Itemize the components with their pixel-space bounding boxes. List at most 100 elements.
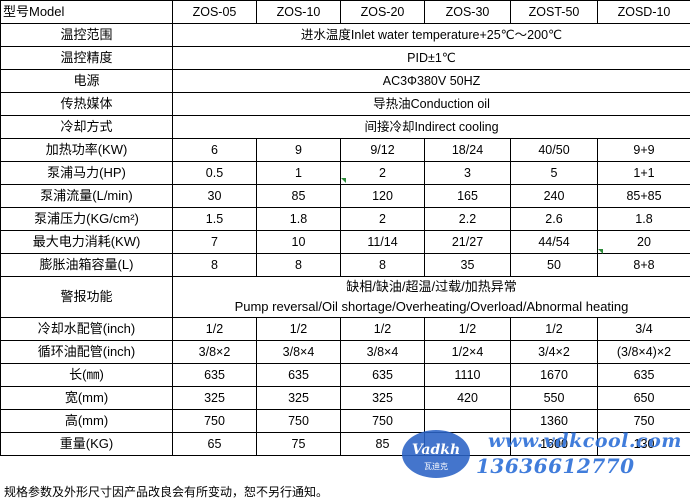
- spec-value: 325: [256, 386, 341, 410]
- row-label: 温控范围: [0, 23, 173, 47]
- spec-value: 3/8×2: [172, 340, 257, 364]
- merged-value: PID±1℃: [172, 46, 690, 70]
- spec-value: 635: [597, 363, 690, 387]
- spec-value: 8: [340, 253, 425, 277]
- row-label: 加热功率(KW): [0, 138, 173, 162]
- spec-value: 1.5: [172, 207, 257, 231]
- row-label: 泵浦压力(KG/cm²): [0, 207, 173, 231]
- row-label: 高(mm): [0, 409, 173, 433]
- spec-value: 3/4: [597, 317, 690, 341]
- spec-table: 型号Model ZOS-05 ZOS-10 ZOS-20 ZOS-30 ZOST…: [0, 0, 690, 456]
- spec-value: 30: [172, 184, 257, 208]
- row-label: 泵浦流量(L/min): [0, 184, 173, 208]
- spec-value: 1/2: [340, 317, 425, 341]
- model-name: ZOS-05: [172, 0, 257, 24]
- spec-value: 3: [424, 161, 511, 185]
- row-label: 冷却方式: [0, 115, 173, 139]
- merged-value: 进水温度Inlet water temperature+25℃～200℃: [172, 23, 690, 47]
- spec-value: 635: [172, 363, 257, 387]
- spec-value: 1/2: [424, 317, 511, 341]
- watermark-logo-sub: 瓦迪克: [424, 462, 448, 471]
- heat-medium-row: 传热媒体 导热油Conduction oil: [0, 92, 690, 116]
- spec-value: 9: [256, 138, 341, 162]
- spec-value: 1/2: [172, 317, 257, 341]
- merged-value: 间接冷却Indirect cooling: [172, 115, 690, 139]
- spec-row: 循环油配管(inch) 3/8×2 3/8×4 3/8×4 1/2×4 3/4×2 (3/8…: [0, 340, 690, 364]
- row-label: 循环油配管(inch): [0, 340, 173, 364]
- spec-value: 21/27: [424, 230, 511, 254]
- spec-value: 11/14: [340, 230, 425, 254]
- spec-value: 85: [256, 184, 341, 208]
- spec-value: 1/2: [256, 317, 341, 341]
- alarm-value: 缺相/缺油/超温/过载/加热异常 Pump reversal/Oil shorta…: [172, 276, 690, 318]
- spec-value: 6: [172, 138, 257, 162]
- spec-value: 40/50: [510, 138, 598, 162]
- spec-value: 750: [172, 409, 257, 433]
- watermark-logo-text: Vadkh: [411, 442, 461, 458]
- spec-value: 50: [510, 253, 598, 277]
- spec-value: 85+85: [597, 184, 690, 208]
- watermark: Vadkh 瓦迪克 www.vdkcool.com 13636612770: [402, 430, 690, 480]
- spec-row: 长(㎜) 635 635 635 1110 1670 635: [0, 363, 690, 387]
- spec-row: 泵浦压力(KG/cm²) 1.5 1.8 2 2.2 2.6 1.8: [0, 207, 690, 231]
- spec-row: 高(mm) 750 750 750 1360 750: [0, 409, 690, 433]
- spec-value: 9/12: [340, 138, 425, 162]
- spec-value: 635: [340, 363, 425, 387]
- power-supply-row: 电源 AC3Φ380V 50HZ: [0, 69, 690, 93]
- spec-value: 325: [340, 386, 425, 410]
- model-name: ZOS-10: [256, 0, 341, 24]
- spec-value: 44/54: [510, 230, 598, 254]
- spec-value: 750: [256, 409, 341, 433]
- cooling-method-row: 冷却方式 间接冷却Indirect cooling: [0, 115, 690, 139]
- model-name: ZOSD-10: [597, 0, 690, 24]
- spec-table-body: 型号Model ZOS-05 ZOS-10 ZOS-20 ZOS-30 ZOST…: [0, 0, 690, 456]
- spec-value: 550: [510, 386, 598, 410]
- spec-value: 165: [424, 184, 511, 208]
- cell-marker: [341, 178, 346, 183]
- spec-value: 1110: [424, 363, 511, 387]
- spec-value: 650: [597, 386, 690, 410]
- spec-value: 1600: [510, 432, 598, 456]
- row-label: 传热媒体: [0, 92, 173, 116]
- spec-value: 8: [172, 253, 257, 277]
- row-label: 泵浦马力(HP): [0, 161, 173, 185]
- temp-precision-row: 温控精度 PID±1℃: [0, 46, 690, 70]
- model-header-label: 型号Model: [0, 0, 173, 24]
- footnote: 规格参数及外形尺寸因产品改良会有所变动，恕不另行通知。: [4, 485, 329, 499]
- spec-row: 膨胀油箱容量(L) 8 8 8 35 50 8+8: [0, 253, 690, 277]
- spec-value: 1670: [510, 363, 598, 387]
- spec-value: 635: [256, 363, 341, 387]
- spec-value: 1/2×4: [424, 340, 511, 364]
- spec-value: 7: [172, 230, 257, 254]
- spec-value: 75: [256, 432, 341, 456]
- watermark-logo: Vadkh 瓦迪克: [402, 430, 470, 478]
- spec-value: 2.2: [424, 207, 511, 231]
- spec-value: 130: [597, 432, 690, 456]
- watermark-phone: 13636612770: [476, 454, 635, 478]
- merged-value: 导热油Conduction oil: [172, 92, 690, 116]
- spec-value: 3/8×4: [340, 340, 425, 364]
- alarm-row: 警报功能 缺相/缺油/超温/过载/加热异常 Pump reversal/Oil sh…: [0, 276, 690, 318]
- spec-row: 最大电力消耗(KW) 7 10 11/14 21/27 44/54 20: [0, 230, 690, 254]
- model-name: ZOST-50: [510, 0, 598, 24]
- spec-value: 1.8: [256, 207, 341, 231]
- spec-value: (3/8×4)×2: [597, 340, 690, 364]
- spec-value: 2: [340, 207, 425, 231]
- spec-value: 2: [340, 161, 425, 185]
- spec-value: 1+1: [597, 161, 690, 185]
- row-label: 警报功能: [0, 276, 173, 318]
- model-name: ZOS-20: [340, 0, 425, 24]
- header-row: 型号Model ZOS-05 ZOS-10 ZOS-20 ZOS-30 ZOST…: [0, 0, 690, 24]
- spec-row: 冷却水配管(inch) 1/2 1/2 1/2 1/2 1/2 3/4: [0, 317, 690, 341]
- spec-value: 3/8×4: [256, 340, 341, 364]
- merged-value: AC3Φ380V 50HZ: [172, 69, 690, 93]
- spec-value: 35: [424, 253, 511, 277]
- spec-value: 1: [256, 161, 341, 185]
- spec-value: 325: [172, 386, 257, 410]
- row-label: 最大电力消耗(KW): [0, 230, 173, 254]
- spec-value: 65: [172, 432, 257, 456]
- row-label: 宽(mm): [0, 386, 173, 410]
- spec-row: 宽(mm) 325 325 325 420 550 650: [0, 386, 690, 410]
- row-label: 重量(KG): [0, 432, 173, 456]
- spec-row: 泵浦流量(L/min) 30 85 120 165 240 85+85: [0, 184, 690, 208]
